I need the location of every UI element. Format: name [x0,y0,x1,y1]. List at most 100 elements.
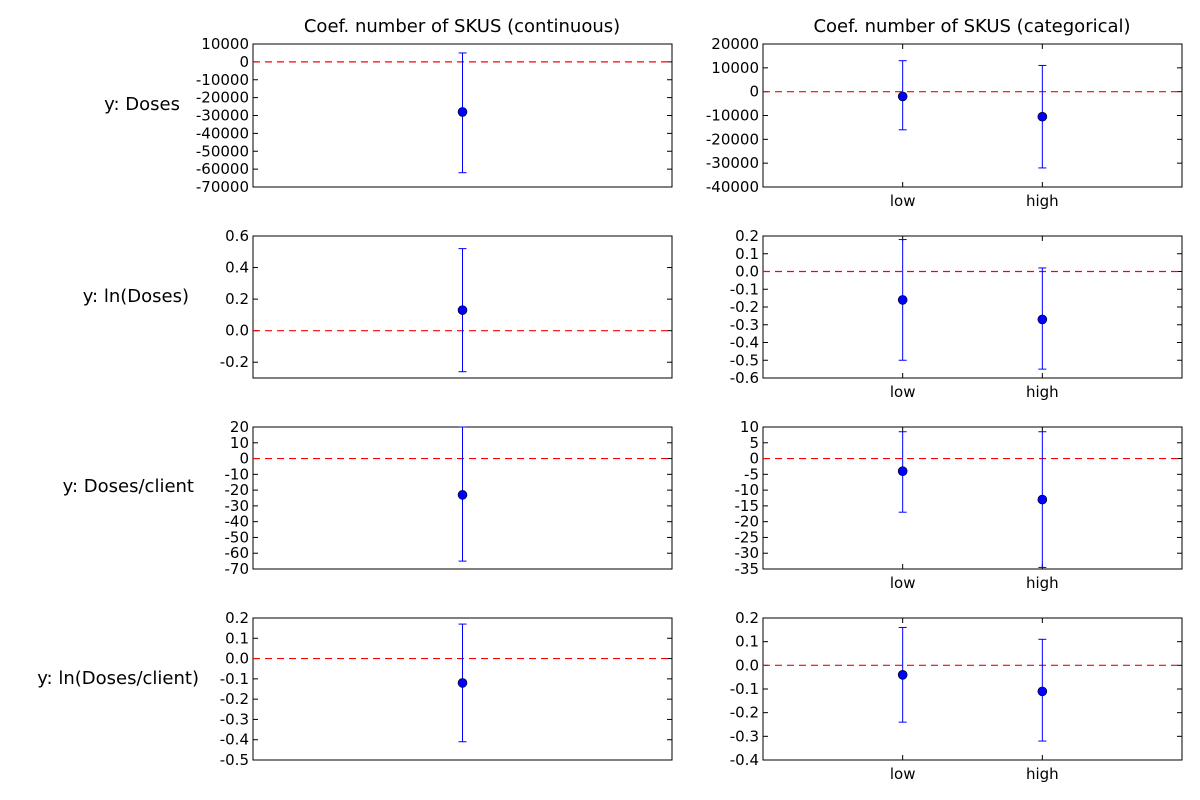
subplot-r0-c1: 20000 10000 0 -10000 -20000 -30000 -40000 low hi… [706,35,1183,210]
y-tick-label: 0.2 [735,227,759,245]
subplot-r1-c1: 0.20.10.0-0.1-0.2-0.3-0.4-0.5-0.6 low high [730,227,1183,401]
x-tick-label: low [890,383,916,401]
y-tick-label: -40000 [196,124,249,142]
x-tick-label: high [1026,765,1059,783]
y-tick-label: -0.6 [730,369,759,387]
x-tick-label: low [890,765,916,783]
y-tick-label: 0.6 [225,227,249,245]
axes-frame [762,235,1183,379]
y-tick-label: -10 [735,481,760,499]
data-point [457,490,468,500]
y-tick-label: -70 [225,560,250,578]
x-tick-label: high [1026,574,1059,592]
y-tick-label: 10 [740,418,759,436]
subplot-r1-c0: 0.6 0.4 0.2 0.0 -0.2 [220,227,673,379]
y-tick-label: 0.0 [225,322,249,340]
y-tick-label: -20000 [706,130,759,148]
x-tick-label: low [890,574,916,592]
data-point [457,305,468,315]
subplot-grid: 100000-10000-20000-30000-40000-50000-600… [196,35,1183,783]
row-label-ln-doses-per-client: y: ln(Doses/client) [37,668,199,689]
y-tick-label: -0.4 [220,731,249,749]
y-tick-label: 0 [749,83,759,101]
y-tick-label: -20000 [196,89,249,107]
column-title-categorical: Coef. number of SKUS (categorical) [813,16,1130,37]
y-tick-label: 0.0 [735,263,759,281]
y-tick-label: -0.4 [730,334,759,352]
y-tick-label: -0.1 [730,280,759,298]
y-tick-label: 20 [230,418,249,436]
y-tick-label: -50 [225,528,250,546]
y-tick-label: -40 [225,513,250,531]
data-point [897,669,908,680]
y-tick-label: -10000 [196,71,249,89]
axes-frame [762,617,1183,761]
y-tick-label: 10000 [711,59,759,77]
y-tick-label: -0.1 [220,670,249,688]
data-point [457,107,468,117]
y-tick-label: -0.2 [730,704,759,722]
data-point [1037,111,1048,122]
subplot-r3-c0: 0.2 0.1 0.0 -0.1 -0.2 -0.3 -0.4 -0.5 [220,609,673,769]
y-tick-label: 0.0 [735,656,759,674]
y-tick-label: -10 [225,465,250,483]
y-tick-label: -20 [735,513,760,531]
y-tick-label: -0.3 [730,727,759,745]
y-tick-label: 10000 [201,35,249,53]
axes-frame [762,43,1183,188]
x-tick-label: high [1026,383,1059,401]
y-tick-label: -30000 [706,154,759,172]
row-label-ln-doses: y: ln(Doses) [83,286,189,307]
y-tick-label: -30 [225,497,250,515]
y-tick-label: -0.2 [220,690,249,708]
y-tick-label: -35 [735,560,760,578]
y-tick-label: -25 [735,528,760,546]
y-tick-label: 0 [239,53,249,71]
y-tick-label: 5 [749,434,759,452]
y-tick-label: -0.3 [220,710,249,728]
data-point [1037,686,1048,697]
subplot-r0-c0: 100000-10000-20000-30000-40000-50000-600… [196,35,673,196]
x-tick-label: low [890,192,916,210]
y-tick-label: -0.3 [730,316,759,334]
y-tick-label: 0.4 [225,259,249,277]
y-tick-label: -0.5 [220,751,249,769]
y-tick-label: -15 [735,497,760,515]
y-tick-label: 10 [230,434,249,452]
column-title-continuous: Coef. number of SKUS (continuous) [304,16,620,37]
y-tick-label: -30 [735,544,760,562]
y-tick-label: -60 [225,544,250,562]
y-tick-label: 20000 [711,35,759,53]
x-tick-label: high [1026,192,1059,210]
axes-frame [252,617,673,761]
y-tick-label: -0.5 [730,351,759,369]
y-tick-label: 0.2 [225,609,249,627]
row-label-doses-per-client: y: Doses/client [63,476,194,497]
y-tick-label: 0.2 [225,290,249,308]
row-label-doses: y: Doses [104,94,180,115]
y-tick-label: -0.4 [730,751,759,769]
y-tick-label: 0.0 [225,650,249,668]
data-point [897,466,908,476]
y-tick-label: -0.2 [730,298,759,316]
y-tick-label: -60000 [196,160,249,178]
y-tick-label: -0.1 [730,680,759,698]
y-tick-label: 0 [749,450,759,468]
y-tick-label: -10000 [706,107,759,125]
data-point [1037,314,1048,325]
axes-frame [762,426,1183,570]
data-point [897,91,908,102]
y-tick-label: 0.2 [735,609,759,627]
data-point [1037,494,1048,505]
data-point [897,295,908,305]
y-tick-label: -40000 [706,178,759,196]
y-tick-label: 0.1 [735,633,759,651]
y-tick-label: -30000 [196,107,249,125]
y-tick-label: 0.1 [735,245,759,263]
y-tick-label: -70000 [196,178,249,196]
y-tick-label: -20 [225,481,250,499]
y-tick-label: -5 [744,465,759,483]
